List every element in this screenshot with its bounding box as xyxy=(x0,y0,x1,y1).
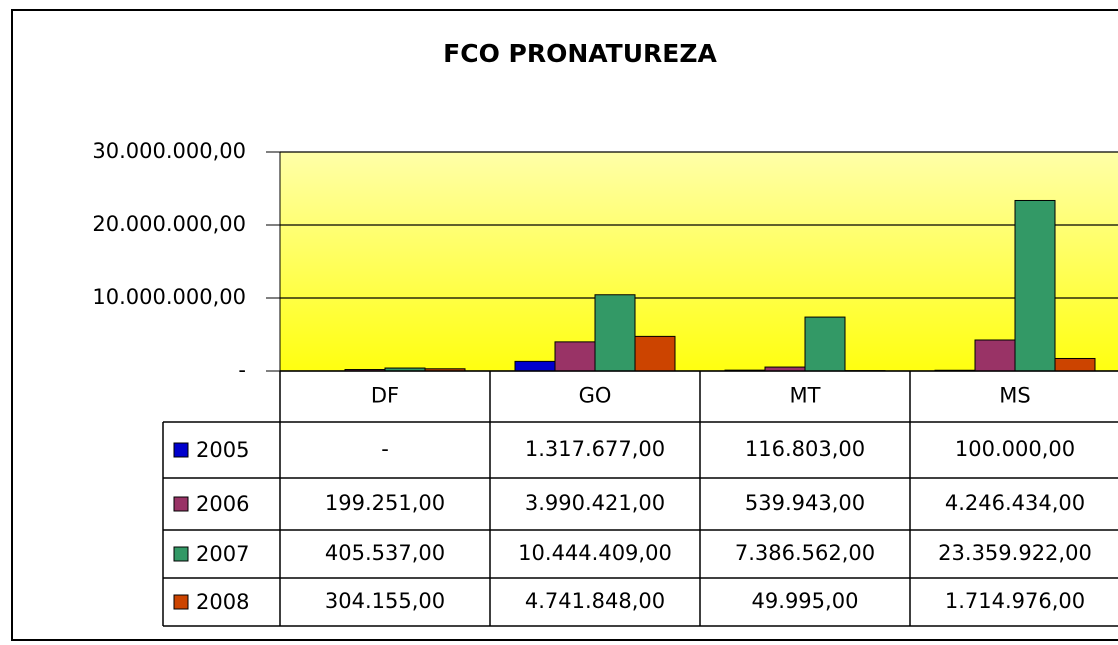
table-cell: 4.741.848,00 xyxy=(525,589,665,613)
bar xyxy=(554,341,596,372)
table-cell: 3.990.421,00 xyxy=(525,491,665,515)
legend-swatch xyxy=(173,442,189,458)
table-cell: 1.714.976,00 xyxy=(945,589,1085,613)
legend-swatch xyxy=(173,594,189,610)
table-cell: 539.943,00 xyxy=(745,491,865,515)
bar xyxy=(1014,199,1056,372)
bar xyxy=(634,335,676,372)
table-cell: 116.803,00 xyxy=(745,437,865,461)
legend-label: 2008 xyxy=(196,590,249,614)
y-tick-label: - xyxy=(238,358,246,382)
x-tick-label: DF xyxy=(371,384,399,408)
bar xyxy=(514,360,556,372)
table-cell: 405.537,00 xyxy=(325,541,445,565)
bar xyxy=(1054,357,1096,372)
legend-swatch xyxy=(173,496,189,512)
table-cell: 304.155,00 xyxy=(325,589,445,613)
table-cell: 100.000,00 xyxy=(955,437,1075,461)
bar xyxy=(594,294,636,372)
table-cell: 1.317.677,00 xyxy=(525,437,665,461)
table-cell: 7.386.562,00 xyxy=(735,541,875,565)
y-tick-label: 30.000.000,00 xyxy=(92,139,246,163)
table-cell: 49.995,00 xyxy=(752,589,859,613)
y-tick-label: 20.000.000,00 xyxy=(92,212,246,236)
chart-title: FCO PRONATUREZA xyxy=(443,39,717,68)
x-tick-label: MS xyxy=(999,384,1030,408)
y-tick-label: 10.000.000,00 xyxy=(92,285,246,309)
table-cell: 23.359.922,00 xyxy=(938,541,1092,565)
x-tick-label: GO xyxy=(579,384,612,408)
table-cell: 199.251,00 xyxy=(325,491,445,515)
legend-swatch xyxy=(173,546,189,562)
legend-label: 2006 xyxy=(196,492,249,516)
table-cell: 10.444.409,00 xyxy=(518,541,672,565)
x-tick-label: MT xyxy=(790,384,821,408)
table-cell: - xyxy=(381,437,389,461)
legend-label: 2005 xyxy=(196,438,249,462)
bar xyxy=(804,316,846,372)
bar xyxy=(974,339,1016,372)
legend-label: 2007 xyxy=(196,542,249,566)
plot-area xyxy=(280,152,1118,371)
table-cell: 4.246.434,00 xyxy=(945,491,1085,515)
